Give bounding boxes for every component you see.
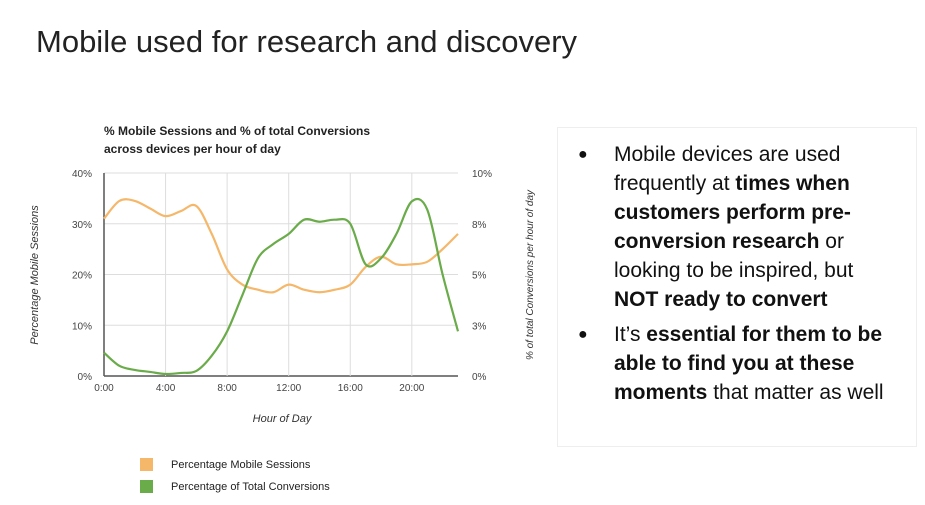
x-axis-label: Hour of Day xyxy=(253,413,313,425)
bullet-fragment: or looking to be inspired, but xyxy=(614,230,854,282)
bullet-emphasis: essential for them to be able to find yo… xyxy=(614,323,883,404)
bullet-text: Mobile devices are used frequently at ti… xyxy=(614,140,902,314)
x-tick-label: 0:00 xyxy=(94,383,114,394)
y-axis-label: Percentage Mobile Sessions xyxy=(29,205,41,345)
legend-swatch-green xyxy=(140,480,153,493)
y-tick-label: 30% xyxy=(72,220,92,231)
legend-item-conversions: Percentage of Total Conversions xyxy=(140,480,330,493)
legend-label: Percentage Mobile Sessions xyxy=(171,458,311,471)
x-tick-label: 12:00 xyxy=(276,383,301,394)
bullet-text: It’s essential for them to be able to fi… xyxy=(614,320,902,407)
bullet-emphasis: NOT ready to convert xyxy=(614,288,828,311)
bullet-fragment: that matter as well xyxy=(707,381,884,404)
legend-swatch-orange xyxy=(140,458,153,471)
legend-item-sessions: Percentage Mobile Sessions xyxy=(140,458,310,471)
chart: % Mobile Sessions and % of total Convers… xyxy=(29,124,536,425)
bullet-item: ● It’s essential for them to be able to f… xyxy=(578,320,902,407)
y2-tick-label: 0% xyxy=(472,372,487,383)
y2-tick-label: 8% xyxy=(472,220,487,231)
bullet-fragment: It’s xyxy=(614,323,647,346)
bullet-dot-icon: ● xyxy=(578,326,588,343)
bullet-emphasis: times when customers perform pre-convers… xyxy=(614,172,851,253)
chart-title-line2: across devices per hour of day xyxy=(104,142,281,156)
bullet-box: ● Mobile devices are used frequently at t… xyxy=(557,127,917,447)
y-tick-label: 20% xyxy=(72,271,92,282)
y-tick-label: 40% xyxy=(72,169,92,180)
sessions-line xyxy=(103,198,459,294)
y2-tick-label: 5% xyxy=(472,271,487,282)
x-tick-label: 4:00 xyxy=(156,383,176,394)
conversions-line xyxy=(103,197,460,376)
bullet-fragment: Mobile devices are used frequently at xyxy=(614,143,841,195)
bullet-dot-icon: ● xyxy=(578,146,588,163)
x-tick-label: 16:00 xyxy=(338,383,363,394)
y2-tick-label: 10% xyxy=(472,169,492,180)
y-tick-label: 0% xyxy=(78,372,93,383)
x-tick-label: 8:00 xyxy=(217,383,237,394)
y2-axis-label: % of total Conversions per hour of day xyxy=(525,189,536,360)
y2-tick-label: 3% xyxy=(472,321,487,332)
legend-label: Percentage of Total Conversions xyxy=(171,480,330,493)
chart-title-line1: % Mobile Sessions and % of total Convers… xyxy=(104,124,370,138)
x-tick-label: 20:00 xyxy=(399,383,424,394)
slide-title: Mobile used for research and discovery xyxy=(36,24,578,59)
y-tick-label: 10% xyxy=(72,321,92,332)
bullet-item: ● Mobile devices are used frequently at t… xyxy=(578,140,902,314)
